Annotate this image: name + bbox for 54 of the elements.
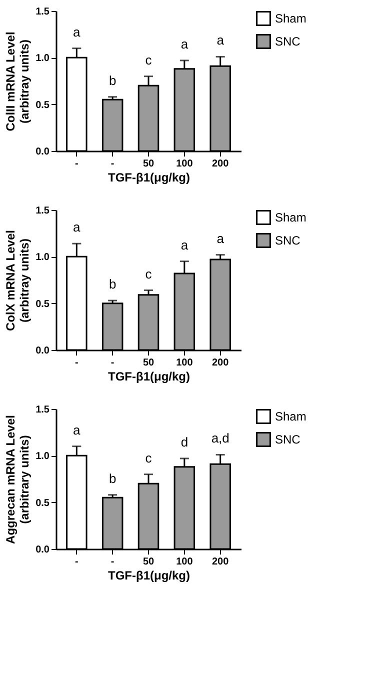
x-tick-label: 50	[142, 358, 154, 368]
x-tick-label: -	[74, 158, 78, 170]
data-label: a	[216, 230, 225, 246]
legend-label: SNC	[275, 234, 301, 248]
legend-label: SNC	[275, 432, 301, 446]
data-label: a	[180, 237, 189, 252]
legend-label: SNC	[275, 34, 301, 48]
data-label: b	[108, 470, 116, 486]
data-label: d	[180, 434, 188, 450]
data-label: b	[108, 72, 116, 88]
y-tick-label: 0.5	[36, 298, 50, 310]
data-label: a	[180, 36, 189, 52]
x-axis-title: TGF-β1(μg/kg)	[108, 568, 190, 582]
x-axis-title: TGF-β1(μg/kg)	[108, 370, 190, 384]
legend-label: Sham	[275, 12, 306, 26]
legend-label: Sham	[275, 210, 306, 224]
data-label: c	[145, 266, 152, 282]
legend-label: Sham	[275, 410, 306, 424]
x-tick-label: -	[74, 358, 78, 368]
data-label: a	[73, 24, 82, 40]
data-label: c	[145, 450, 152, 466]
y-tick-label: 1.0	[36, 451, 50, 462]
data-label: a	[73, 422, 82, 438]
y-axis-title: ColX mRNA Level (arbitray units)	[4, 230, 32, 331]
y-tick-label: 1.5	[36, 404, 50, 416]
y-tick-label: 0.0	[36, 346, 50, 356]
data-label: c	[145, 52, 152, 68]
data-label: a	[73, 220, 82, 235]
x-tick-label: -	[110, 158, 114, 170]
x-tick-label: -	[110, 358, 114, 368]
x-tick-label: 200	[212, 556, 230, 568]
data-label: a	[216, 32, 225, 48]
y-axis-title: Aggrecan mRNA Level (arbitrary units)	[4, 415, 32, 544]
y-tick-label: 1.5	[36, 206, 50, 216]
x-tick-label: 100	[176, 158, 194, 170]
x-tick-label: -	[74, 556, 78, 568]
y-tick-label: 1.5	[36, 6, 50, 18]
y-axis-title: ColII mRNA Level (arbitray units)	[4, 32, 32, 132]
data-label: a,d	[211, 430, 230, 446]
x-tick-label: 200	[212, 158, 230, 170]
y-tick-label: 0.0	[36, 544, 50, 556]
y-tick-label: 0.0	[36, 146, 50, 158]
x-tick-label: 50	[142, 556, 154, 568]
data-label: b	[108, 276, 116, 292]
x-tick-label: 100	[176, 556, 194, 568]
x-tick-label: 100	[176, 358, 194, 368]
y-tick-label: 0.5	[36, 498, 50, 509]
y-tick-label: 1.0	[36, 252, 50, 264]
x-axis-title: TGF-β1(μg/kg)	[108, 170, 190, 184]
x-tick-label: -	[110, 556, 114, 568]
y-tick-label: 1.0	[36, 53, 50, 64]
x-tick-label: 200	[212, 358, 230, 368]
y-tick-label: 0.5	[36, 100, 50, 111]
x-tick-label: 50	[142, 158, 154, 170]
